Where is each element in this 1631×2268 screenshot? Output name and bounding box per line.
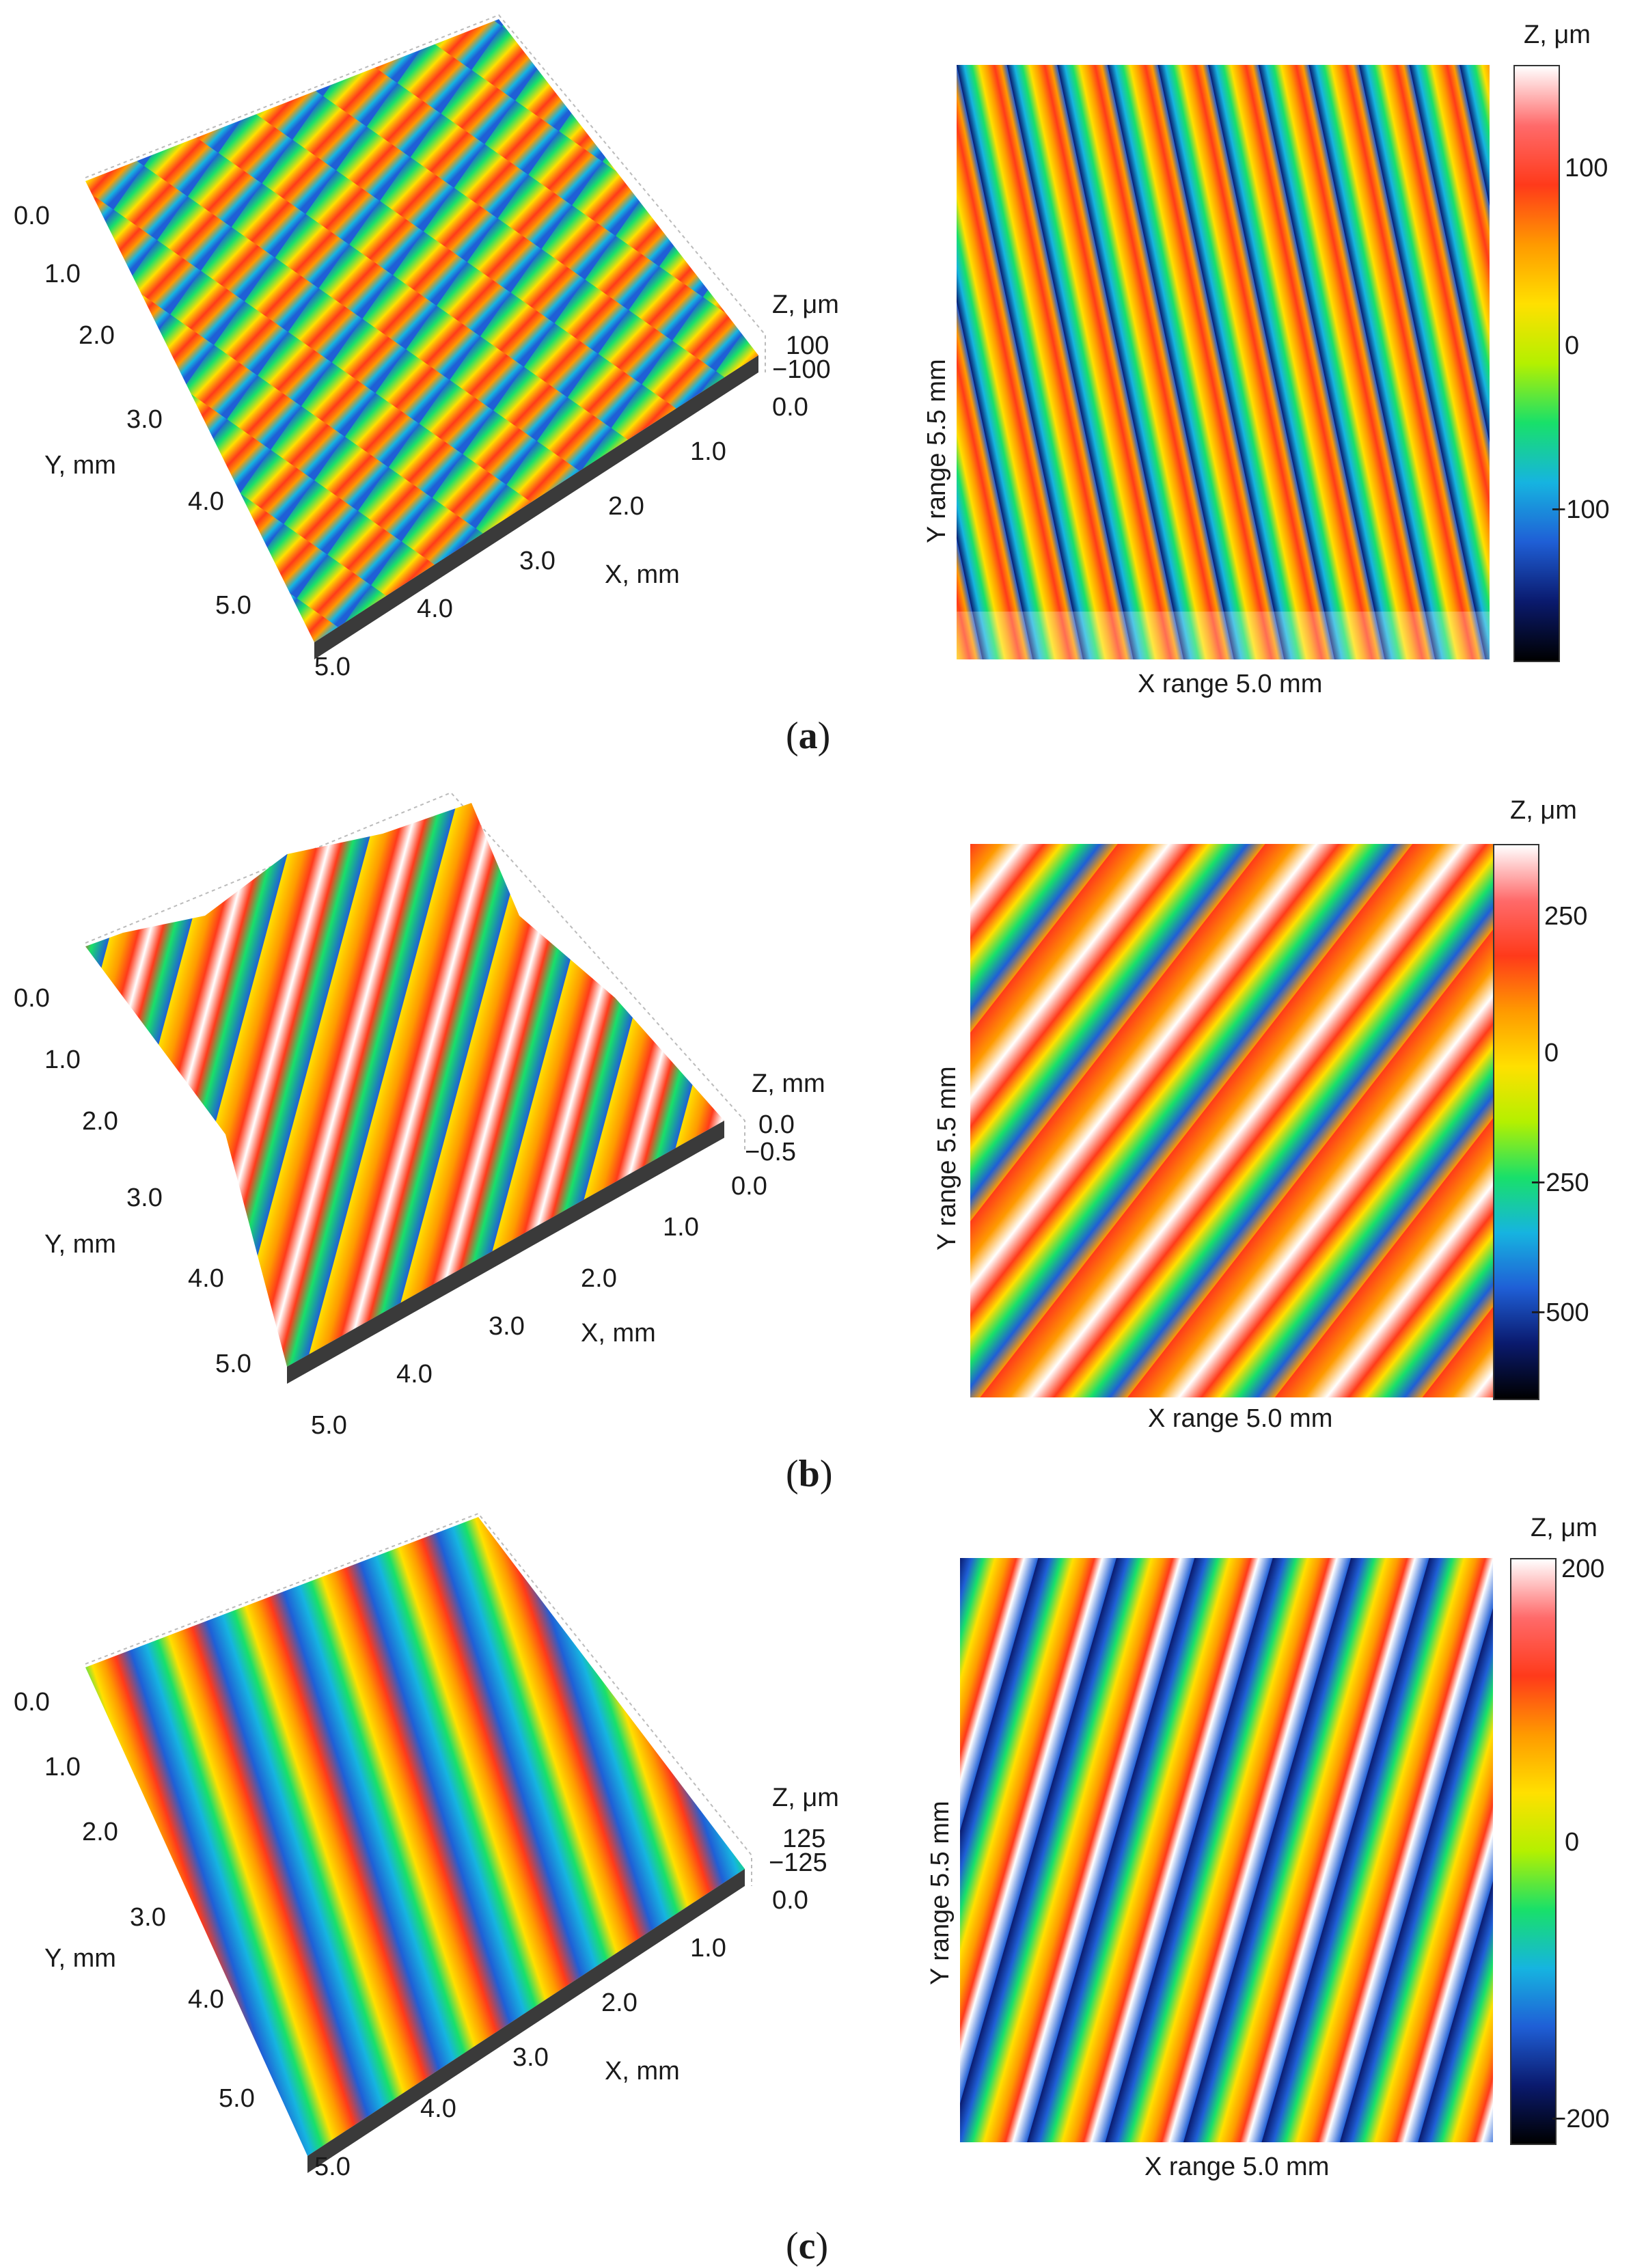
y-tick-0: 0.0 [14,1688,50,1717]
x-range-label: X range 5.0 mm [1138,670,1323,698]
x-tick-1: 1.0 [663,1213,699,1242]
y-axis-label: Y, mm [44,1230,116,1259]
colorbar-title: Z, μm [1524,21,1591,49]
x-range-label: X range 5.0 mm [1145,2153,1330,2181]
surface-base-a [314,355,758,659]
x-tick-5: 5.0 [314,2153,351,2181]
z-tick-1: −100 [772,355,831,384]
z-axis-label: Z, μm [772,1784,839,1812]
x-tick-1: 1.0 [690,437,726,466]
height-map-image-c [960,1558,1493,2142]
y-tick-1: 1.0 [44,1753,81,1781]
figure-panel-a: 0.0 1.0 2.0 3.0 4.0 5.0 Y, mm 0.0 1.0 2.… [0,0,1631,757]
surface-3d-plot-b [85,791,745,1384]
x-axis-label: X, mm [605,560,680,589]
z-tick-0: 0.0 [758,1110,795,1139]
surface-3d-plot-a [85,14,766,659]
x-tick-0: 0.0 [772,393,808,422]
z-tick-1: −0.5 [745,1138,797,1166]
colorbar-tick-0: 200 [1561,1555,1605,1583]
caption-c: (c) [786,2225,829,2267]
y-tick-0: 0.0 [14,984,50,1013]
x-tick-2: 2.0 [581,1264,617,1293]
colorbar-c [1510,1558,1557,2145]
x-tick-4: 4.0 [417,595,453,623]
y-tick-1: 1.0 [44,1046,81,1074]
y-tick-5: 5.0 [219,2084,255,2113]
colorbar-tick-2: −100 [1551,495,1610,524]
y-tick-3: 3.0 [130,1903,166,1932]
colorbar-tick-1: 0 [1565,331,1580,360]
surface-base-c [307,1869,745,2173]
x-tick-2: 2.0 [608,492,644,521]
colorbar-tick-1: 0 [1544,1039,1559,1067]
x-tick-3: 3.0 [512,2043,549,2072]
x-tick-4: 4.0 [396,1360,433,1389]
y-tick-0: 0.0 [14,202,50,230]
y-tick-4: 4.0 [188,1264,224,1293]
surface-a [85,19,758,642]
colorbar-tick-0: 100 [1565,154,1608,182]
x-tick-5: 5.0 [311,1411,347,1440]
y-tick-1: 1.0 [44,260,81,288]
x-tick-0: 0.0 [731,1172,767,1201]
y-range-label: Y range 5.5 mm [926,1801,955,1985]
x-axis-label: X, mm [605,2057,680,2086]
z-tick-0: 125 [782,1825,826,1853]
y-tick-2: 2.0 [82,1107,118,1136]
y-tick-4: 4.0 [188,487,224,516]
z-axis-label: Z, μm [772,290,839,319]
caption-b: (b) [786,1453,833,1495]
y-tick-3: 3.0 [126,405,163,434]
colorbar-title: Z, μm [1531,1514,1598,1542]
y-range-label: Y range 5.5 mm [933,1066,961,1251]
x-tick-2: 2.0 [601,1989,638,2017]
surface-c [85,1517,745,2156]
caption-a: (a) [786,715,831,757]
x-tick-5: 5.0 [314,653,351,681]
x-tick-0: 0.0 [772,1886,808,1915]
x-tick-4: 4.0 [420,2094,456,2123]
z-axis-label: Z, mm [752,1069,825,1098]
y-axis-label: Y, mm [44,1944,116,1973]
x-range-label: X range 5.0 mm [1148,1404,1333,1433]
x-tick-3: 3.0 [519,547,556,575]
figure-panel-c: 0.0 1.0 2.0 3.0 4.0 5.0 Y, mm 0.0 1.0 2.… [0,1512,1631,2267]
colorbar-tick-2: −200 [1551,2105,1610,2133]
colorbar-tick-0: 250 [1544,902,1588,931]
z-tick-0: 100 [786,331,830,360]
x-tick-3: 3.0 [489,1312,525,1341]
surface-3d-plot-c [85,1512,752,2173]
x-axis-label: X, mm [581,1319,656,1348]
y-tick-3: 3.0 [126,1184,163,1212]
y-tick-5: 5.0 [215,1350,251,1378]
colorbar-tick-1: 0 [1565,1828,1580,1857]
figure-panel-b: 0.0 1.0 2.0 3.0 4.0 5.0 Y, mm 0.0 1.0 2.… [0,765,1631,1507]
y-range-label: Y range 5.5 mm [922,359,951,543]
x-tick-1: 1.0 [690,1934,726,1963]
y-tick-5: 5.0 [215,591,251,620]
surface-base-b [287,1121,724,1384]
colorbar-tick-3: −500 [1531,1298,1589,1327]
surface-b [85,803,724,1367]
y-axis-label: Y, mm [44,451,116,480]
height-map-image-b [970,844,1493,1397]
colorbar-tick-2: −250 [1531,1169,1589,1197]
y-tick-4: 4.0 [188,1985,224,2014]
colorbar-title: Z, μm [1510,796,1577,825]
colorbar-b [1493,844,1539,1400]
height-map-image-a [957,65,1490,659]
y-tick-2: 2.0 [79,321,115,350]
z-tick-1: −125 [769,1848,827,1877]
y-tick-2: 2.0 [82,1818,118,1846]
colorbar-a [1513,65,1560,662]
